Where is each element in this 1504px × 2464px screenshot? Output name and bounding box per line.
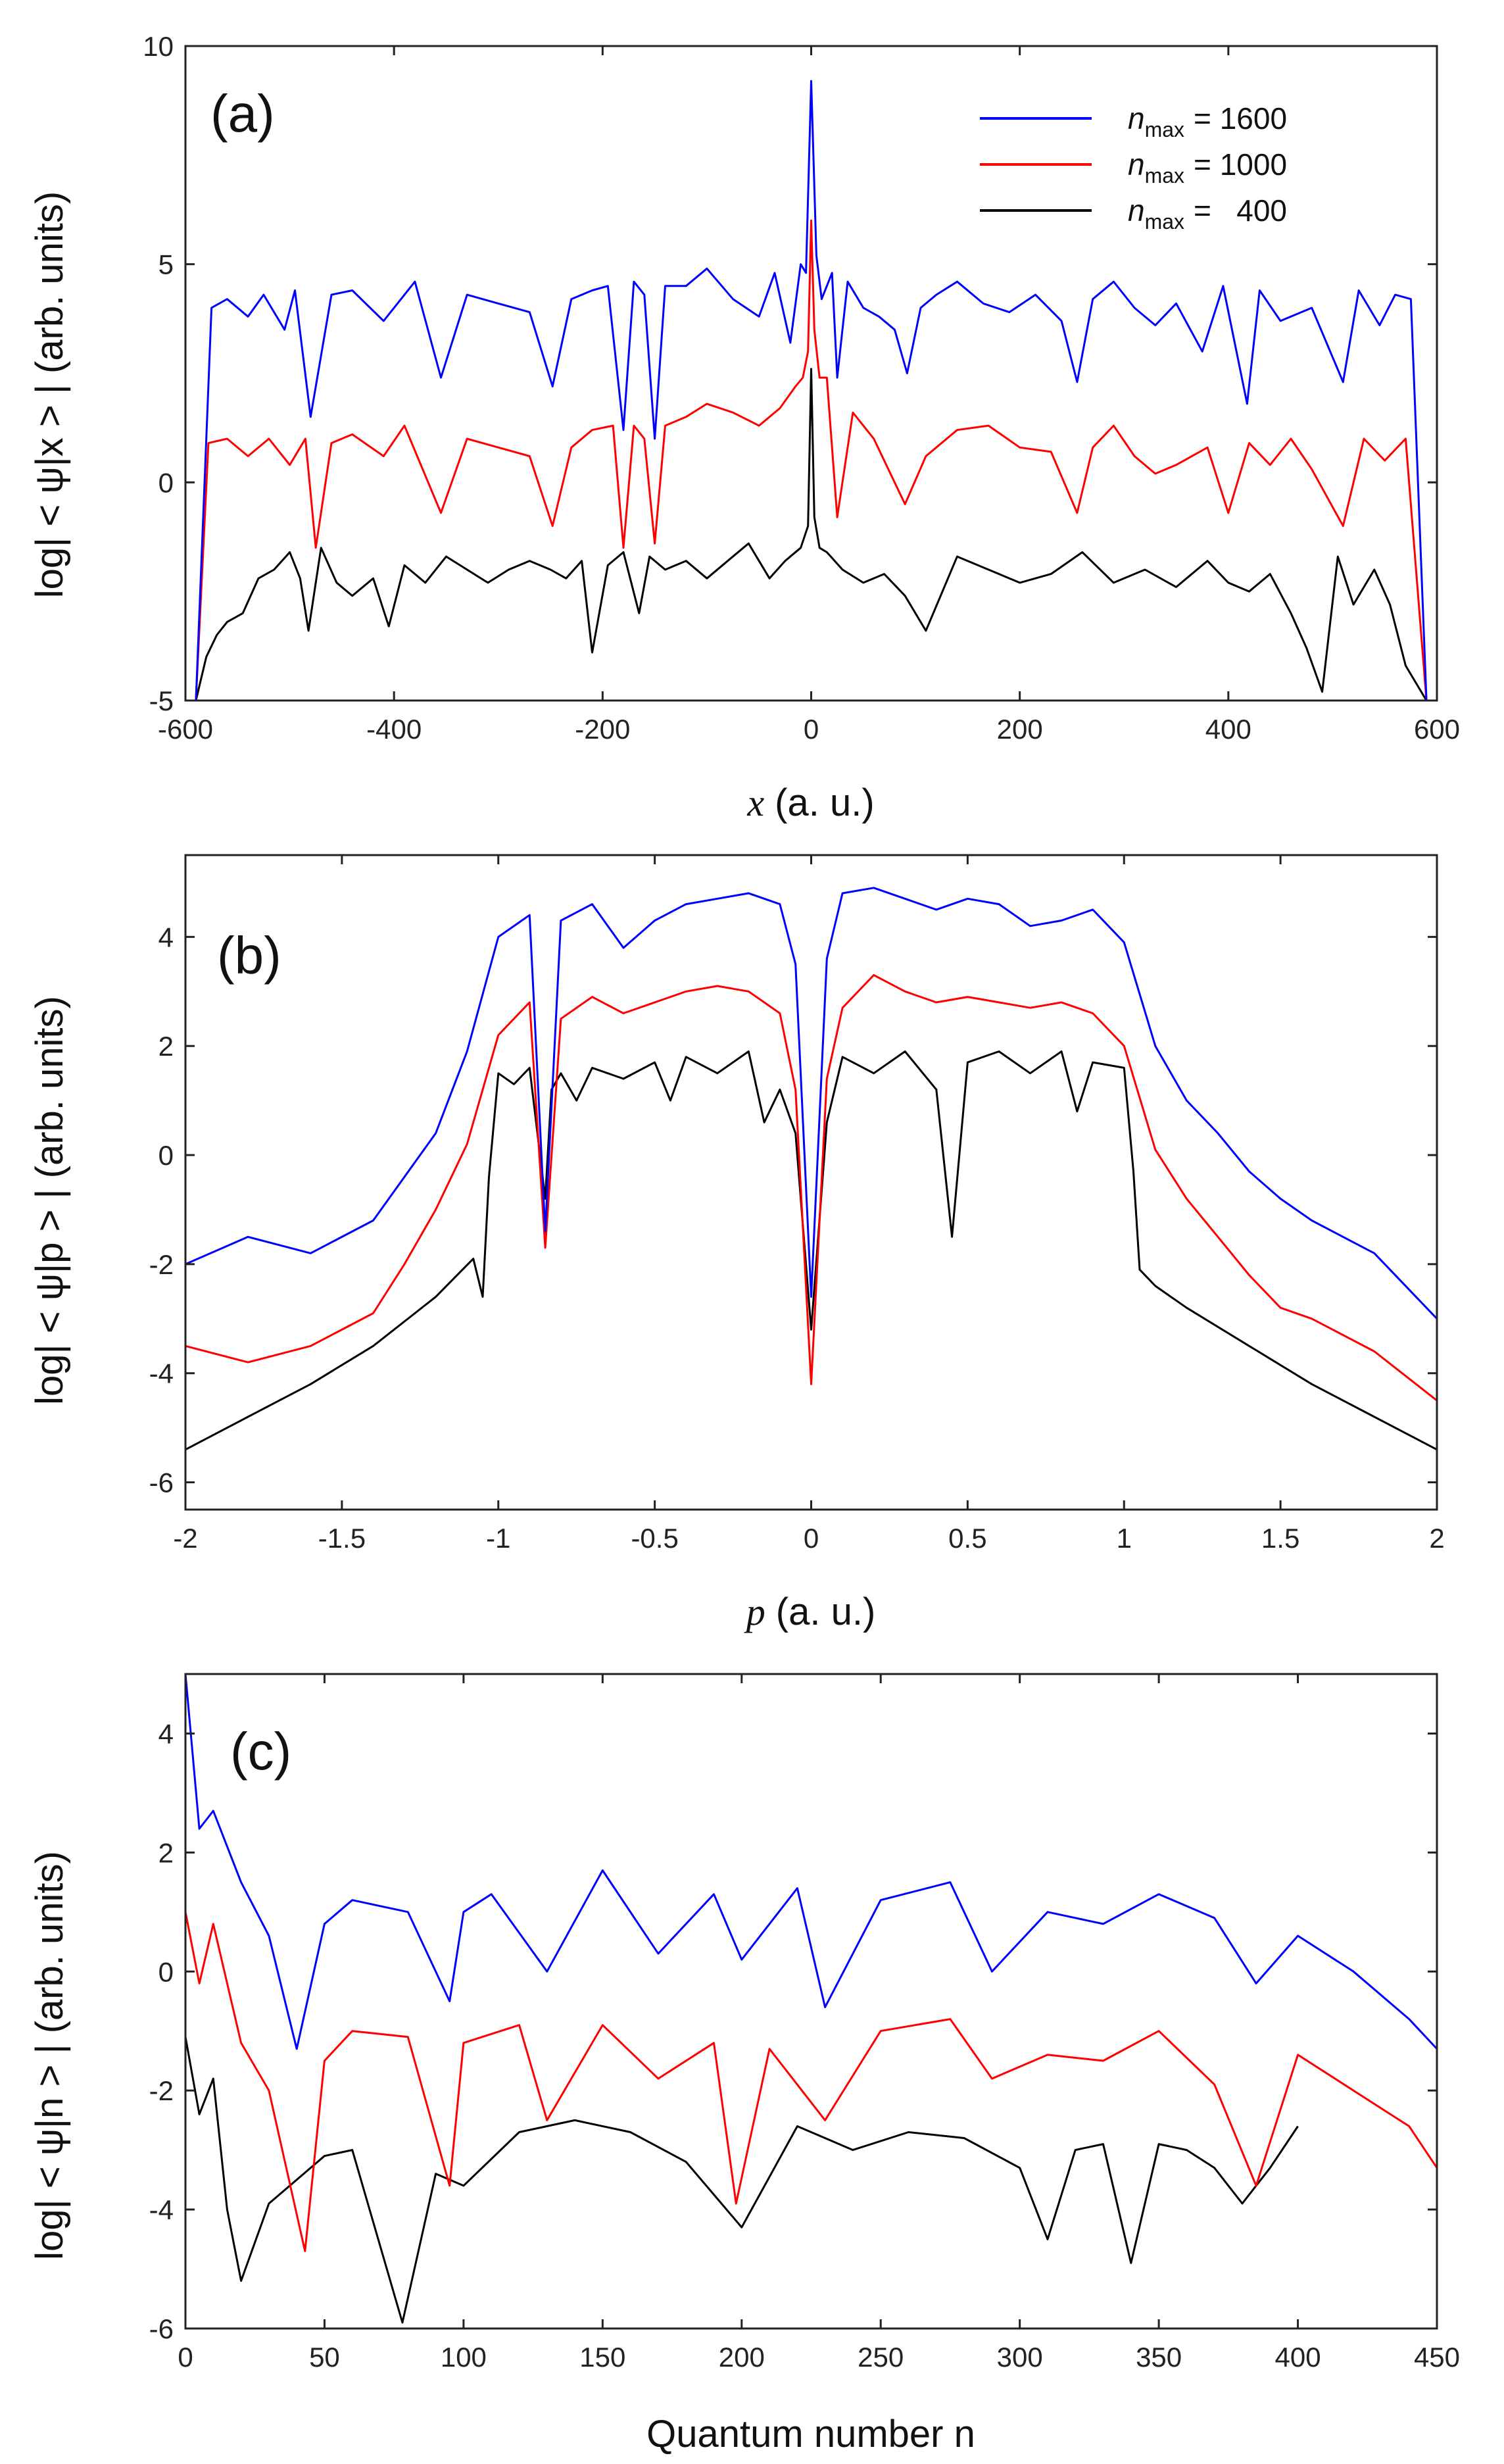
panel-b-plot-frame — [184, 854, 1438, 1511]
panel-b-label: (b) — [217, 926, 281, 985]
panel-c-y-tick-label: 0 — [158, 1956, 174, 1987]
panel-b-x-tick-label: -2 — [173, 1523, 197, 1554]
panel-a-x-tick-label: 400 — [1205, 714, 1251, 745]
panel-c-x-tick-label: 250 — [858, 2342, 904, 2373]
panel-c-y-axis-label: log| < ψ|n > | (arb. units) — [28, 1851, 71, 2260]
panel-a-x-tick-label: 600 — [1414, 714, 1460, 745]
panel-a-series-400-line — [195, 368, 1428, 701]
panel-b-y-tick-label: -2 — [149, 1249, 174, 1280]
panel-c-label: (c) — [230, 1722, 291, 1781]
panel-c-series-1000-line — [185, 1911, 1437, 2252]
panel-c-plot-frame — [184, 1673, 1438, 2330]
panel-a: (a) log| < ψ|x > | (arb. units) x (a. u.… — [28, 31, 1460, 824]
panel-c-x-tick-label: 350 — [1136, 2342, 1182, 2373]
panel-b-x-tick-label: 2 — [1429, 1523, 1444, 1554]
panel-a-y-axis-label: log| < ψ|x > | (arb. units) — [28, 191, 71, 598]
legend-label-1600: nmax = 1600 — [1128, 101, 1287, 141]
panel-a-y-tick-label: 0 — [158, 467, 174, 498]
panel-b-y-tick-label: -4 — [149, 1358, 174, 1389]
panel-c-y-tick-label: -2 — [149, 2075, 174, 2106]
panel-a-x-tick-label: -400 — [366, 714, 422, 745]
panel-b-x-tick-label: -1 — [486, 1523, 510, 1554]
panel-b-x-tick-label: 0 — [804, 1523, 819, 1554]
panel-b-x-axis-label: p (a. u.) — [744, 1590, 876, 1633]
panel-b-x-tick-label: 1 — [1117, 1523, 1132, 1554]
panel-b-series-1600-line — [185, 887, 1437, 1319]
panel-a-x-tick-label: -200 — [575, 714, 630, 745]
panel-c-x-tick-label: 50 — [309, 2342, 340, 2373]
legend-entry-1000: nmax = 1000 — [980, 147, 1287, 187]
panel-b-x-tick-label: 0.5 — [948, 1523, 986, 1554]
panel-c-series-1600-line — [185, 1674, 1437, 2050]
panel-a-series-1000-line — [195, 219, 1428, 701]
panel-b-y-tick-label: 4 — [158, 922, 174, 952]
panel-c-x-axis-label: Quantum number n — [646, 2413, 975, 2455]
panel-b-y-axis-label: log| < ψ|p > | (arb. units) — [28, 996, 71, 1405]
legend-label-400: nmax = 400 — [1128, 193, 1287, 234]
panel-a-x-tick-label: 0 — [804, 714, 819, 745]
panel-c-y-tick-label: 4 — [158, 1718, 174, 1749]
panel-b-x-tick-label: -1.5 — [318, 1523, 366, 1554]
panel-c-series-400-line — [185, 2036, 1299, 2324]
panel-b-y-tick-label: 0 — [158, 1140, 174, 1171]
panel-c: (c) log| < ψ|n > | (arb. units) Quantum … — [28, 1673, 1460, 2455]
panel-a-x-axis-label: x (a. u.) — [746, 781, 874, 824]
legend-label-1000: nmax = 1000 — [1128, 147, 1287, 187]
panel-b-y-tick-label: -6 — [149, 1467, 174, 1498]
legend-entry-400: nmax = 400 — [980, 193, 1287, 234]
panel-c-x-tick-label: 200 — [719, 2342, 765, 2373]
legend: nmax = 1600 nmax = 1000 nmax = 400 — [980, 101, 1287, 234]
panel-a-x-tick-label: 200 — [997, 714, 1043, 745]
panel-c-x-tick-label: 150 — [579, 2342, 625, 2373]
panel-c-x-tick-label: 450 — [1414, 2342, 1460, 2373]
panel-b-y-tick-label: 2 — [158, 1031, 174, 1062]
panel-a-y-tick-label: 5 — [158, 249, 174, 280]
panel-c-x-tick-label: 100 — [441, 2342, 487, 2373]
panel-a-y-tick-label: -5 — [149, 685, 174, 716]
panel-c-y-tick-label: 2 — [158, 1837, 174, 1868]
panel-c-y-tick-label: -6 — [149, 2313, 174, 2344]
panel-c-x-tick-label: 400 — [1275, 2342, 1321, 2373]
panel-b-x-tick-label: 1.5 — [1261, 1523, 1299, 1554]
panel-b-series-400-line — [185, 1050, 1437, 1451]
panel-a-label: (a) — [210, 84, 275, 143]
panel-a-series-1600-line — [195, 80, 1428, 701]
panel-c-x-tick-label: 300 — [997, 2342, 1043, 2373]
panel-b: (b) log| < ψ|p > | (arb. units) p (a. u.… — [28, 854, 1445, 1633]
panel-c-x-tick-label: 0 — [178, 2342, 193, 2373]
panel-a-y-tick-label: 10 — [143, 31, 174, 62]
legend-entry-1600: nmax = 1600 — [980, 101, 1287, 141]
panel-b-x-tick-label: -0.5 — [631, 1523, 678, 1554]
panel-c-y-tick-label: -4 — [149, 2194, 174, 2225]
panel-b-series-1000-line — [185, 973, 1437, 1402]
panel-a-x-tick-label: -600 — [158, 714, 213, 745]
